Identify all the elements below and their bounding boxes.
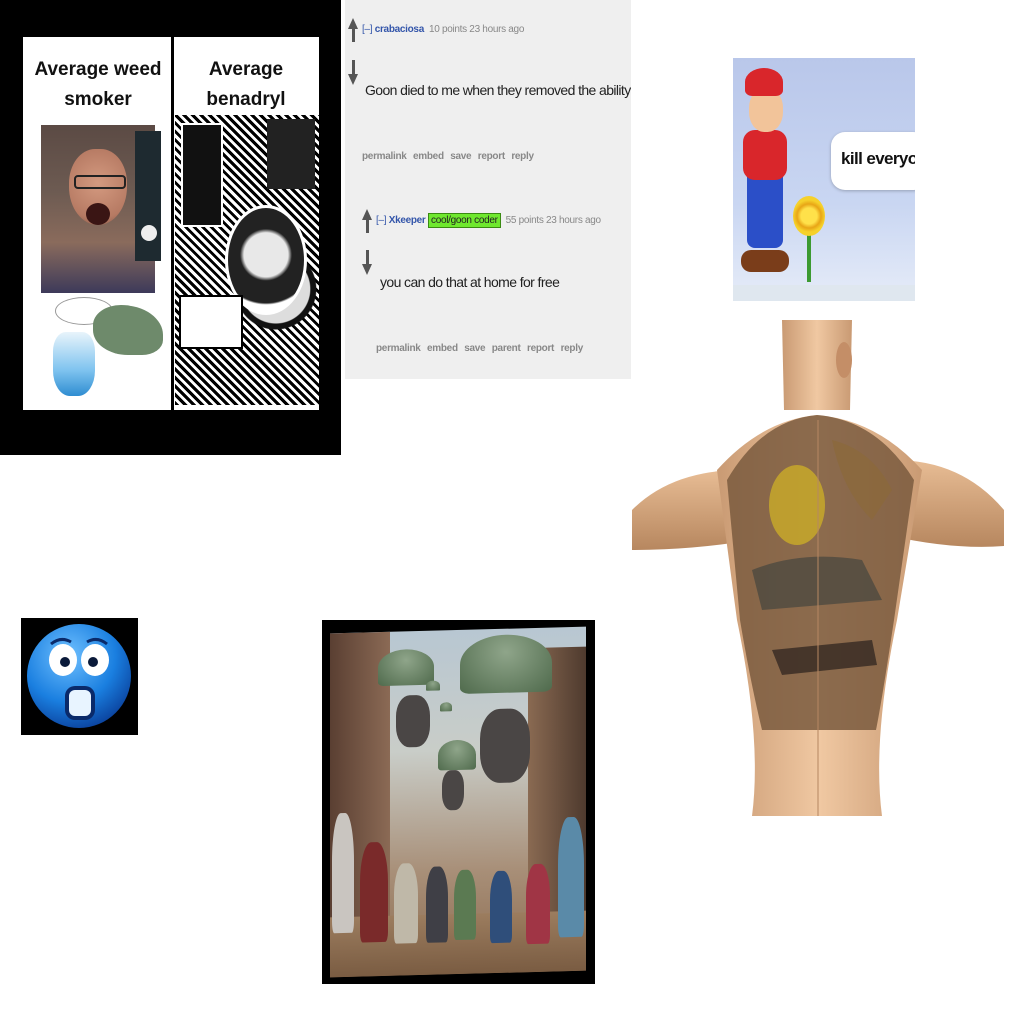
panel-divider [171, 37, 174, 410]
running-child [332, 812, 354, 934]
comment1-header: [–] crabaciosa 10 points 23 hours ago [362, 24, 524, 35]
play-icon [141, 225, 157, 241]
head [782, 320, 852, 410]
comment2-username: Xkeeper [388, 215, 426, 226]
back-tattoo-render [632, 320, 1004, 816]
collage-portrait [267, 119, 315, 189]
mario-overalls [747, 168, 783, 248]
black-white-collage [175, 115, 319, 405]
weed-caption-line1: Average weed [34, 59, 162, 80]
running-child [558, 816, 584, 938]
parachute [426, 680, 440, 691]
ground [733, 285, 915, 301]
running-child [454, 869, 476, 941]
shocked-emoji [21, 618, 138, 735]
shocked-face-icon [27, 624, 131, 728]
running-child [490, 870, 512, 944]
comment2-links: permalink embed save parent report reply [376, 343, 583, 354]
comment1-meta: 10 points 23 hours ago [428, 24, 525, 35]
tattoo-yellow-blob [769, 465, 825, 545]
flower-head [793, 196, 825, 236]
mario-shirt [743, 130, 787, 180]
collage-scrap [179, 295, 243, 349]
talking-flower [793, 196, 825, 286]
tattoo-gun-shape [772, 640, 877, 675]
mario-meme: kill everyone [733, 58, 915, 301]
running-child [394, 863, 418, 944]
pitbull-dog [480, 708, 530, 784]
video-thumbnail [135, 131, 161, 261]
comment1-username: crabaciosa [374, 24, 425, 35]
comment2-header: [–] Xkeeper cool/goon coder 55 points 23… [376, 213, 601, 228]
parachute [460, 633, 552, 694]
running-child [360, 841, 388, 943]
speech-text: kill everyone [841, 149, 915, 168]
mario-character [741, 68, 789, 280]
comment2-meta: 55 points 23 hours ago [505, 215, 601, 226]
open-mouth [86, 203, 110, 225]
glasses [74, 175, 126, 189]
pitbull-dog [396, 694, 430, 748]
tattoo-camo-patch [832, 440, 892, 520]
flower-stem [807, 234, 811, 282]
parachute [440, 702, 452, 712]
parachute [438, 739, 476, 771]
mario-cap [745, 68, 783, 96]
upvote-icon [362, 209, 372, 220]
mario-shoes [741, 250, 789, 272]
upvote-icon-stem [351, 28, 355, 42]
comment2-collapse: [–] [376, 215, 387, 226]
comment-thread-screenshot: [–] crabaciosa 10 points 23 hours ago Go… [345, 0, 631, 379]
bird-cartoon [53, 332, 95, 396]
speech-bubble: kill everyone [831, 132, 915, 190]
back-figure [632, 320, 1004, 816]
screaming-man-photo [41, 125, 161, 293]
comment1-collapse: [–] [362, 24, 373, 35]
downvote-icon [362, 264, 372, 275]
parachute [378, 648, 434, 687]
benadryl-caption-line1: Average benadryl [206, 59, 286, 110]
upvote-icon [348, 18, 358, 29]
weed-smoker-caption: Average weed smoker [27, 55, 169, 115]
upvote-icon-stem [365, 219, 369, 233]
pitbull-dog [442, 769, 464, 811]
dinosaur-cartoon [93, 305, 163, 355]
comment2-flair: cool/goon coder [428, 213, 501, 228]
ear [836, 342, 852, 378]
collage-figure [181, 123, 223, 227]
comment1-body: Goon died to me when they removed the ab… [365, 82, 631, 98]
meme-weed-vs-benadryl: Average weed smoker Average benadryl enj… [0, 0, 341, 455]
downvote-icon-stem [351, 60, 355, 74]
comment1-links: permalink embed save report reply [362, 151, 534, 162]
downvote-icon-stem [365, 250, 369, 264]
street-scene [330, 626, 586, 978]
comment2-body: you can do that at home for free [380, 274, 560, 290]
meme-panel: Average weed smoker Average benadryl enj… [23, 37, 319, 410]
running-child [526, 863, 550, 945]
running-child [426, 866, 448, 943]
weed-caption-line2: smoker [64, 89, 132, 110]
downvote-icon [348, 74, 358, 85]
parachute-pitbulls-image [322, 620, 595, 984]
